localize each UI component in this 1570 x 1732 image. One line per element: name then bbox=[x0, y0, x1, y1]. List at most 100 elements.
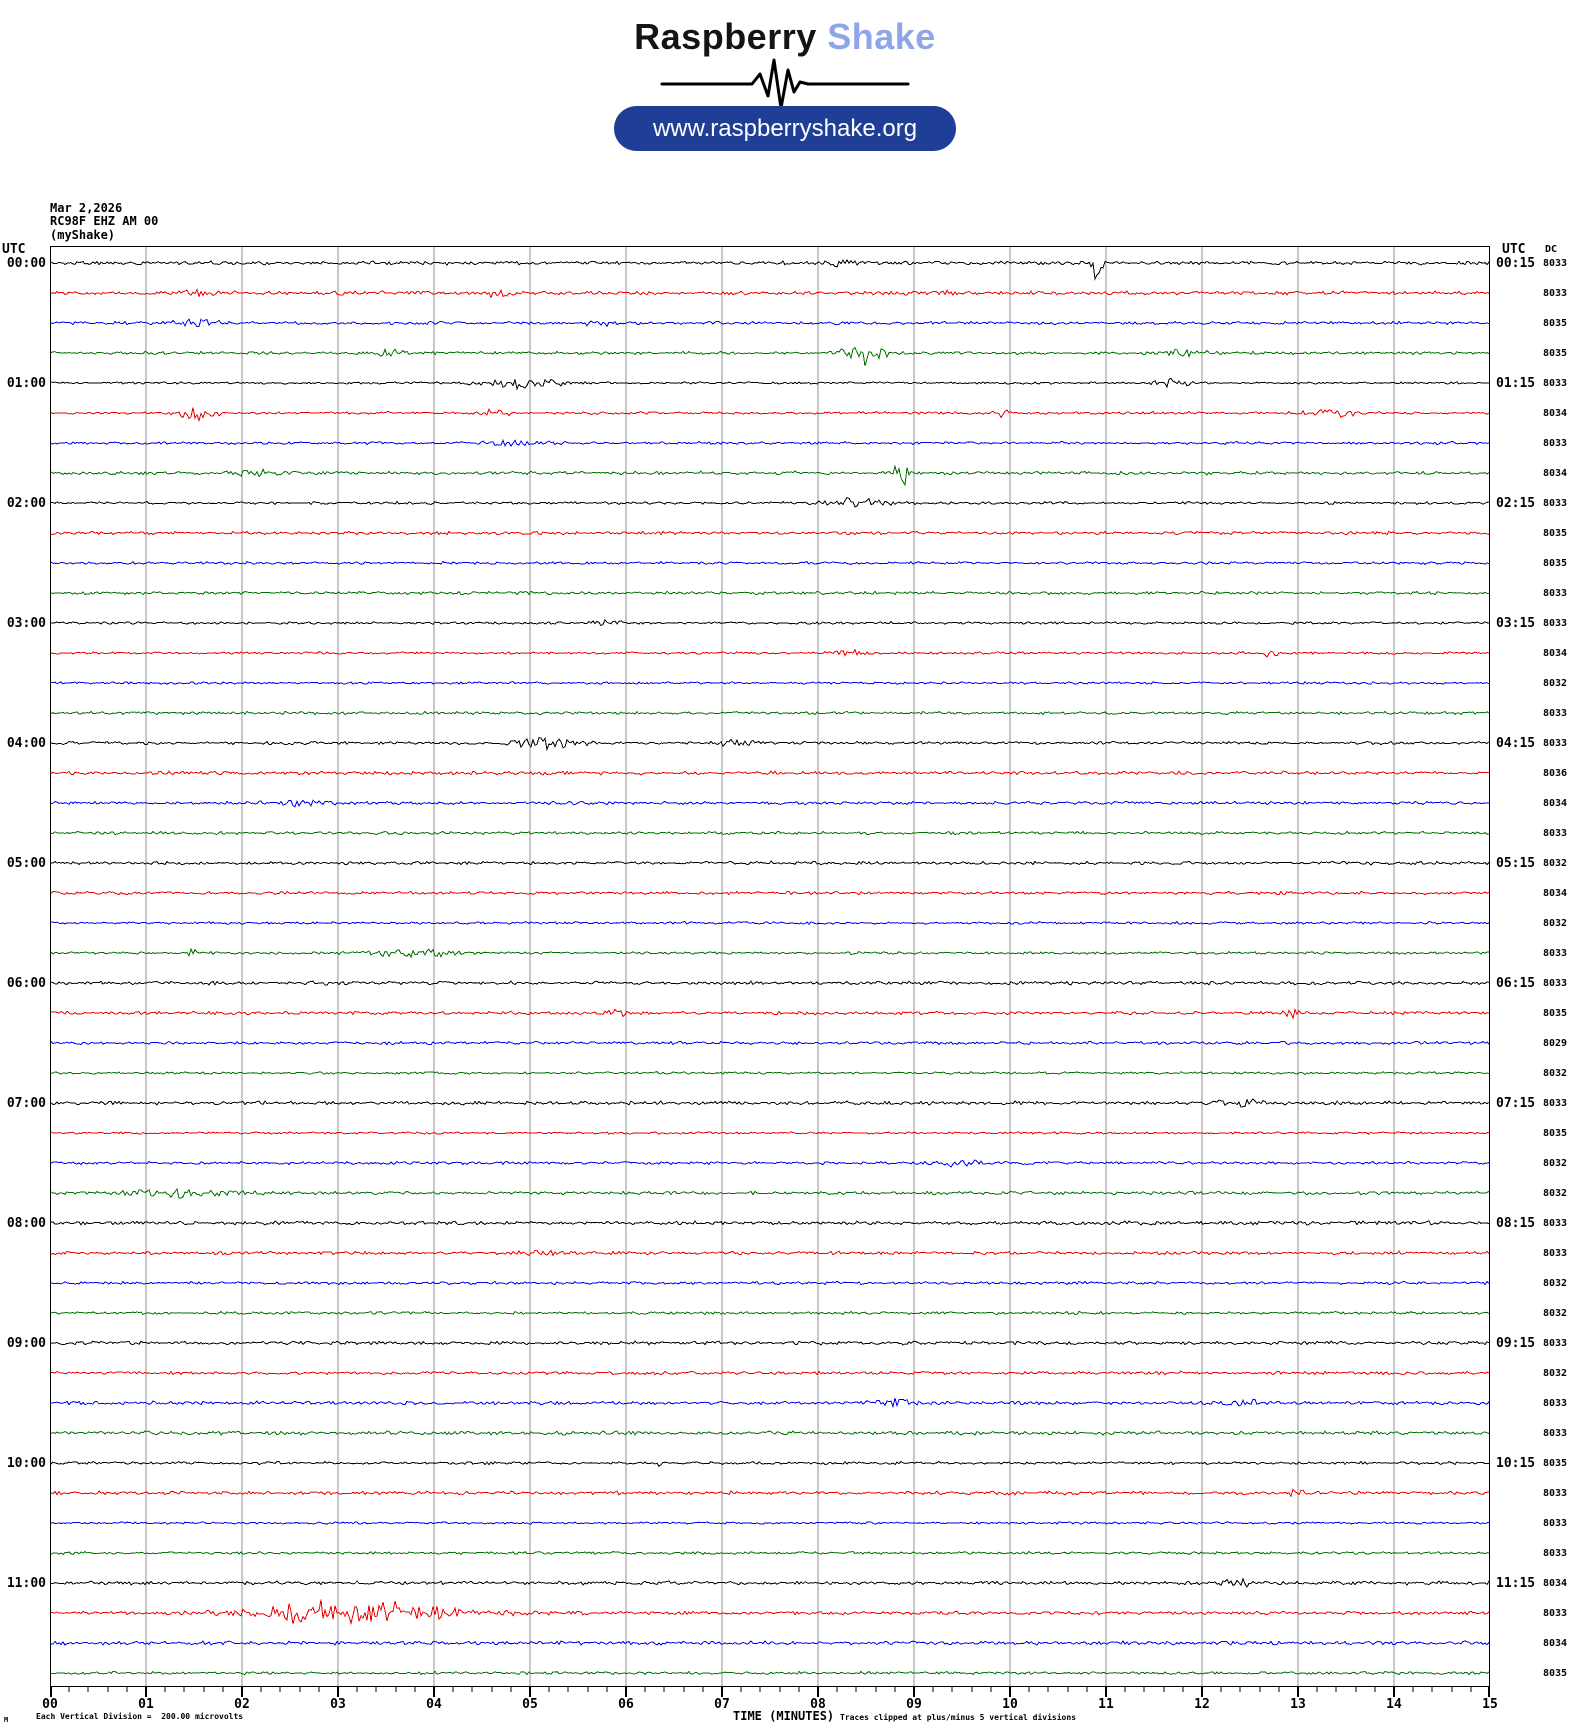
seismic-trace-row bbox=[51, 1670, 1489, 1676]
x-tick-label: 09 bbox=[906, 1697, 922, 1712]
x-tick-label: 00 bbox=[42, 1697, 58, 1712]
seismic-trace-row bbox=[51, 648, 1489, 658]
dc-offset-value: 8032 bbox=[1543, 1188, 1568, 1199]
row-start-time-label: 09:00 bbox=[6, 1336, 46, 1351]
dc-offset-value: 8033 bbox=[1543, 1248, 1568, 1259]
dc-offset-value: 8033 bbox=[1543, 258, 1568, 269]
dc-offset-value: 8032 bbox=[1543, 678, 1568, 689]
dc-offset-value: 8032 bbox=[1543, 1068, 1568, 1079]
seismic-trace-row bbox=[51, 1159, 1489, 1168]
dc-offset-value: 8033 bbox=[1543, 498, 1568, 509]
row-start-time-label: 03:00 bbox=[6, 616, 46, 631]
trace-canvas bbox=[51, 247, 1489, 1686]
x-tick-label: 05 bbox=[522, 1697, 538, 1712]
row-start-time-label: 06:00 bbox=[6, 976, 46, 991]
corner-glyph: M bbox=[4, 1716, 9, 1724]
dc-offset-value: 8035 bbox=[1543, 1458, 1568, 1469]
seismic-trace-row bbox=[51, 1098, 1489, 1108]
dc-offset-value: 8033 bbox=[1543, 1488, 1568, 1499]
dc-offset-value: 8035 bbox=[1543, 528, 1568, 539]
seismic-trace-row bbox=[51, 1521, 1489, 1525]
seismic-trace-row bbox=[51, 1008, 1489, 1020]
x-tick-label: 11 bbox=[1098, 1697, 1114, 1712]
row-start-time-label: 11:00 bbox=[6, 1576, 46, 1591]
row-start-time-label: 02:00 bbox=[6, 496, 46, 511]
dc-offset-value: 8033 bbox=[1543, 1548, 1568, 1559]
seismic-trace-row bbox=[51, 1249, 1489, 1257]
seismic-trace-row bbox=[51, 980, 1489, 986]
seismic-trace-row bbox=[51, 1430, 1489, 1436]
dc-offset-value: 8033 bbox=[1543, 1518, 1568, 1529]
x-tick-label: 04 bbox=[426, 1697, 442, 1712]
dc-offset-value: 8033 bbox=[1543, 438, 1568, 449]
seismic-trace-row bbox=[51, 947, 1489, 959]
network-name: (myShake) bbox=[50, 228, 116, 242]
seismic-trace-row bbox=[51, 530, 1489, 536]
plot-date: Mar 2,2026 bbox=[50, 201, 123, 215]
seismic-trace-row bbox=[51, 799, 1489, 808]
seismic-trace-row bbox=[51, 1340, 1489, 1346]
x-axis-title: TIME (MINUTES) bbox=[733, 1709, 835, 1723]
dc-offset-value: 8033 bbox=[1543, 378, 1568, 389]
dc-offset-value: 8035 bbox=[1543, 1008, 1568, 1019]
seismic-trace-row bbox=[51, 407, 1489, 423]
dc-offset-value: 8035 bbox=[1543, 1668, 1568, 1679]
dc-offset-value: 8033 bbox=[1543, 1608, 1568, 1619]
dc-offset-value: 8032 bbox=[1543, 1158, 1568, 1169]
x-tick-label: 12 bbox=[1194, 1697, 1210, 1712]
seismic-trace-row bbox=[51, 1071, 1489, 1076]
row-start-time-label: 07:00 bbox=[6, 1096, 46, 1111]
seismic-trace-row bbox=[51, 737, 1489, 752]
seismic-trace-row bbox=[51, 439, 1489, 448]
seismic-trace-row bbox=[51, 1187, 1489, 1199]
dc-offset-value: 8033 bbox=[1543, 1338, 1568, 1349]
seismic-trace-row bbox=[51, 1550, 1489, 1556]
dc-offset-value: 8034 bbox=[1543, 888, 1568, 899]
row-end-time-label: 07:15 bbox=[1496, 1096, 1536, 1111]
seismic-trace-row bbox=[51, 258, 1489, 281]
seismic-trace-row bbox=[51, 1040, 1489, 1046]
row-end-time-label: 00:15 bbox=[1496, 256, 1536, 271]
seismic-trace-row bbox=[51, 1398, 1489, 1409]
brand-word-shake: Shake bbox=[816, 16, 936, 57]
x-tick-label: 01 bbox=[138, 1697, 154, 1712]
helicorder-plot bbox=[50, 246, 1490, 1687]
clip-note: Traces clipped at plus/minus 5 vertical … bbox=[840, 1713, 1077, 1722]
x-tick-label: 14 bbox=[1386, 1697, 1402, 1712]
row-start-time-label: 05:00 bbox=[6, 856, 46, 871]
dc-offset-value: 8035 bbox=[1543, 558, 1568, 569]
dc-offset-value: 8033 bbox=[1543, 948, 1568, 959]
dc-offset-value: 8034 bbox=[1543, 1638, 1568, 1649]
dc-offset-value: 8029 bbox=[1543, 1038, 1568, 1049]
seismic-trace-row bbox=[51, 1488, 1489, 1498]
seismic-trace-row bbox=[51, 618, 1489, 627]
seismic-trace-row bbox=[51, 890, 1489, 896]
row-start-time-label: 01:00 bbox=[6, 376, 46, 391]
seismic-trace-row bbox=[51, 288, 1489, 299]
left-axis-title: UTC bbox=[2, 242, 26, 257]
row-end-time-label: 08:15 bbox=[1496, 1216, 1536, 1231]
website-url-label: www.raspberryshake.org bbox=[652, 114, 918, 142]
seismic-trace-row bbox=[51, 680, 1489, 685]
seismic-trace-row bbox=[51, 1310, 1489, 1316]
brand-word-raspberry: Raspberry bbox=[634, 16, 817, 57]
x-tick-label: 03 bbox=[330, 1697, 346, 1712]
row-end-time-label: 02:15 bbox=[1496, 496, 1536, 511]
dc-offset-value: 8034 bbox=[1543, 468, 1568, 479]
row-start-time-label: 08:00 bbox=[6, 1216, 46, 1231]
seismic-trace-row bbox=[51, 1370, 1489, 1376]
dc-offset-value: 8033 bbox=[1543, 618, 1568, 629]
dc-offset-value: 8033 bbox=[1543, 708, 1568, 719]
row-end-time-label: 03:15 bbox=[1496, 616, 1536, 631]
website-pill-button[interactable]: www.raspberryshake.org bbox=[614, 106, 956, 151]
x-tick-label: 10 bbox=[1002, 1697, 1018, 1712]
x-tick-label: 07 bbox=[714, 1697, 730, 1712]
dc-offset-value: 8034 bbox=[1543, 648, 1568, 659]
seismic-trace-row bbox=[51, 1280, 1489, 1286]
seismic-trace-row bbox=[51, 496, 1489, 508]
x-tick-label: 15 bbox=[1482, 1697, 1498, 1712]
seismic-trace-row bbox=[51, 770, 1489, 776]
dc-offset-value: 8035 bbox=[1543, 1128, 1568, 1139]
seismic-trace-row bbox=[51, 464, 1489, 487]
seismic-trace-row bbox=[51, 318, 1489, 328]
